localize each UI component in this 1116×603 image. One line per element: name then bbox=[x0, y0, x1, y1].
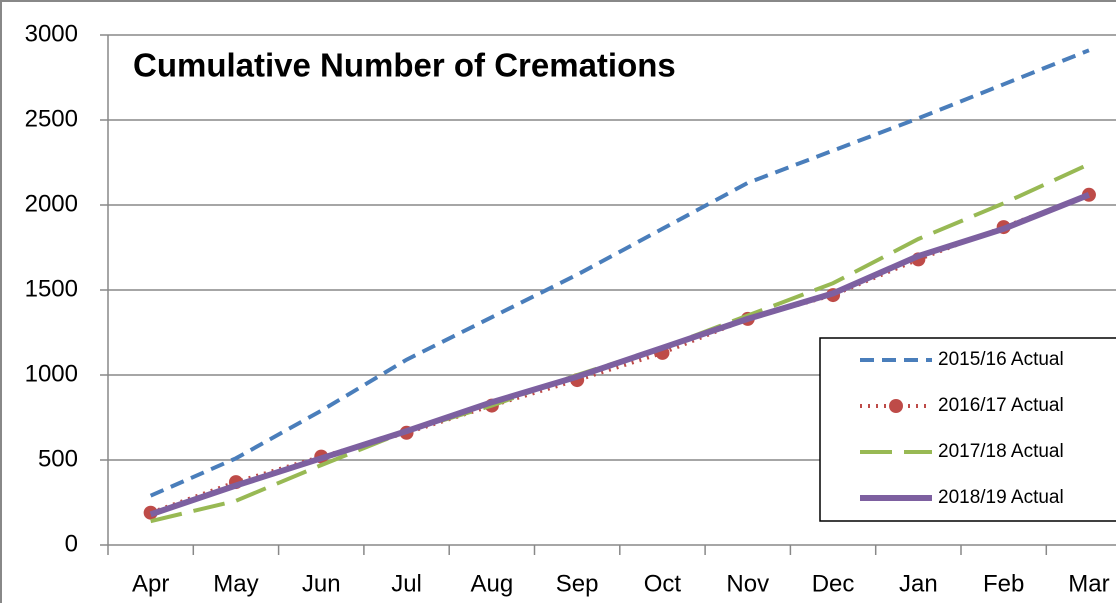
x-tick-label: Apr bbox=[132, 570, 169, 597]
legend-box bbox=[819, 337, 1116, 522]
y-tick-label: 3000 bbox=[25, 20, 78, 47]
x-tick-label: Sep bbox=[556, 570, 599, 597]
y-tick-label: 0 bbox=[65, 530, 78, 557]
line bbox=[149, 48, 1090, 498]
legend-label: 2017/18 Actual bbox=[938, 441, 1064, 462]
x-tick-label: Dec bbox=[812, 570, 855, 597]
x-tick-label: Jun bbox=[302, 570, 341, 597]
legend-marker bbox=[889, 399, 903, 413]
legend-label: 2016/17 Actual bbox=[938, 395, 1064, 416]
x-tick-label: Jan bbox=[899, 570, 938, 597]
y-tick-label: 2000 bbox=[25, 190, 78, 217]
y-tick-label: 1500 bbox=[25, 275, 78, 302]
x-tick-label: Jul bbox=[391, 570, 422, 597]
legend-label: 2015/16 Actual bbox=[938, 349, 1064, 370]
chart-title: Cumulative Number of Cremations bbox=[133, 47, 676, 84]
x-tick-label: Aug bbox=[470, 570, 513, 597]
x-tick-label: Mar bbox=[1068, 570, 1109, 597]
line bbox=[149, 192, 1091, 518]
x-tick-label: Feb bbox=[983, 570, 1024, 597]
y-tick-label: 2500 bbox=[25, 105, 78, 132]
x-tick-label: May bbox=[213, 570, 258, 597]
x-tick-label: Nov bbox=[726, 570, 769, 597]
y-tick-label: 1000 bbox=[25, 360, 78, 387]
legend-label: 2018/19 Actual bbox=[938, 487, 1064, 508]
x-tick-label: Oct bbox=[644, 570, 682, 597]
y-tick-label: 500 bbox=[38, 445, 78, 472]
